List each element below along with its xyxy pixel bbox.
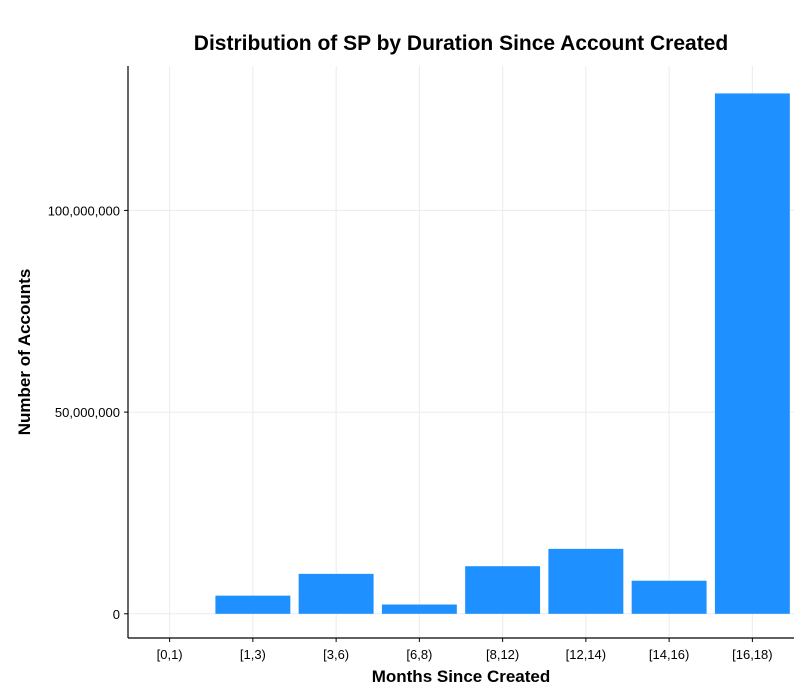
x-tick-label: [12,14) [566,647,606,662]
x-tick-label: [14,16) [649,647,689,662]
x-tick-label: [8,12) [486,647,519,662]
x-axis-title: Months Since Created [372,667,551,686]
axes [127,66,794,639]
x-tick-label: [6,8) [406,647,432,662]
bar [381,604,457,614]
y-axis-title: Number of Accounts [15,269,34,436]
bar [215,595,291,614]
x-tick-label: [16,18) [732,647,772,662]
bar [714,93,790,614]
y-tick-label: 100,000,000 [48,203,120,218]
bars [215,93,790,614]
x-tick-label: [0,1) [157,647,183,662]
y-tick-label: 50,000,000 [55,405,120,420]
bar [548,548,624,614]
bar [465,566,541,614]
x-tick-label: [1,3) [240,647,266,662]
tick-labels: [0,1) [1,3) [3,6) [6,8) [8,12) [12,14) [14,16)… [48,203,773,662]
bar [631,580,707,614]
bar [298,573,374,614]
grid-lines [128,66,794,638]
chart-title: Distribution of SP by Duration Since Acc… [194,32,728,55]
x-tick-label: [3,6) [323,647,349,662]
y-tick-label: 0 [113,607,120,622]
